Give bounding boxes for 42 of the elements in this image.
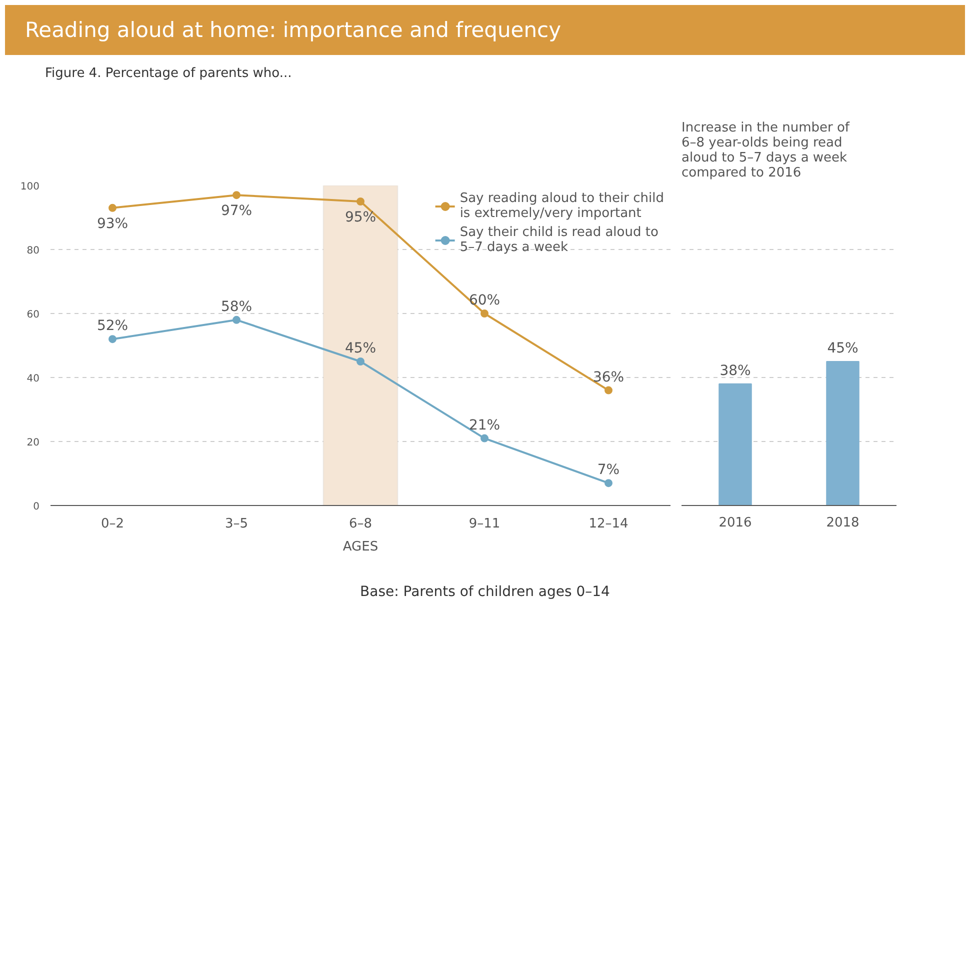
x-tick-label: 6–8 — [348, 516, 372, 532]
y-tick-label: 60 — [26, 310, 40, 320]
y-tick-label: 20 — [26, 438, 40, 448]
point — [108, 204, 116, 212]
chart-subtitle: Figure 4. Percentage of parents who... — [45, 65, 292, 83]
chart-title: Increase in the number of 6–8 year-olds being read aloud to 5–7 days a week compared to 2016 — [682, 120, 850, 180]
text: Base: Parents of children ages 0–14 — [360, 583, 610, 602]
legend-label: Say reading aloud to their child is extremely/very important — [460, 191, 664, 221]
data-label: 21% — [468, 417, 500, 434]
y-tick-label: 0 — [33, 502, 40, 512]
point — [604, 479, 612, 488]
data-label: 58% — [220, 298, 252, 315]
chart-title: Reading aloud at home: importance and frequency — [25, 17, 562, 44]
point — [232, 191, 240, 200]
data-label: 38% — [720, 362, 751, 379]
x-tick-label: 9–11 — [468, 516, 500, 532]
y-tick-label: 80 — [26, 246, 40, 256]
data-label: 7% — [597, 462, 620, 478]
x-tick-label: 0–2 — [100, 516, 124, 532]
point — [480, 310, 488, 318]
point — [356, 198, 364, 206]
point — [356, 358, 364, 366]
point — [232, 316, 240, 324]
data-label: 52% — [96, 318, 128, 334]
y-tick-label: 100 — [20, 182, 40, 192]
x-axis-title: AGES — [342, 540, 378, 554]
data-label: 95% — [344, 210, 376, 226]
data-label: 93% — [96, 216, 128, 232]
data-label: 60% — [468, 292, 500, 308]
x-tick-label: 2018 — [826, 516, 860, 530]
data-label: 45% — [344, 340, 376, 356]
y-tick-label: 40 — [26, 374, 40, 384]
legend-label: Say their child is read aloud to 5–7 days a week — [460, 225, 658, 255]
data-label: 36% — [592, 369, 624, 386]
point — [108, 335, 116, 344]
x-tick-label: 12–14 — [588, 516, 628, 532]
x-tick-label: 2016 — [718, 516, 752, 530]
x-tick-label: 3–5 — [224, 516, 248, 532]
point — [480, 434, 488, 442]
point — [604, 386, 612, 394]
data-label: 97% — [220, 203, 252, 220]
data-label: 45% — [827, 340, 858, 356]
